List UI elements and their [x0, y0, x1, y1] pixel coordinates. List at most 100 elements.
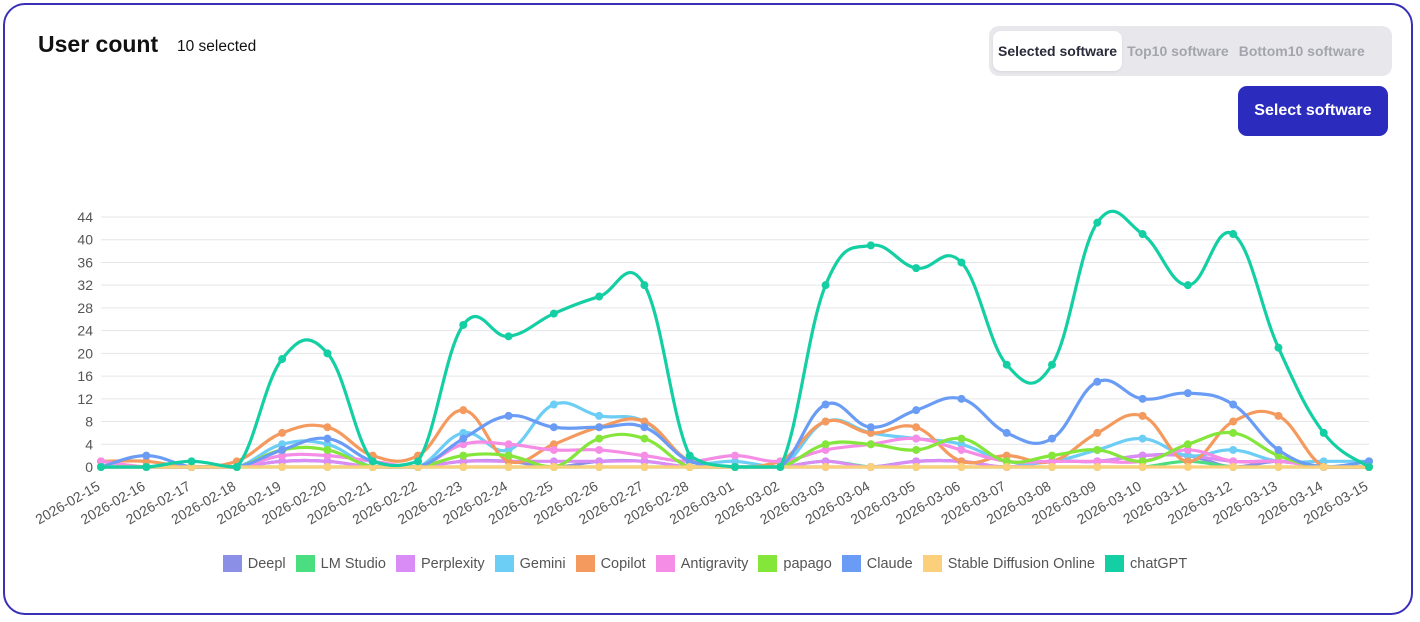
y-tick-label: 44	[77, 209, 93, 225]
legend-swatch	[575, 555, 595, 572]
data-point-papago	[912, 445, 921, 454]
data-point-claude	[595, 423, 604, 432]
legend-item-claude[interactable]: Claude	[841, 555, 913, 572]
data-point-gemini	[549, 400, 558, 409]
data-point-papago	[459, 451, 468, 460]
legend-item-stable-diffusion-online[interactable]: Stable Diffusion Online	[922, 555, 1095, 572]
legend-item-antigravity[interactable]: Antigravity	[655, 555, 749, 572]
data-point-claude	[866, 423, 875, 432]
legend-label: Perplexity	[420, 555, 485, 572]
data-point-antigravity	[549, 445, 558, 454]
data-point-gemini	[459, 428, 468, 437]
data-point-chatgpt	[1048, 360, 1056, 369]
data-point-chatgpt	[1365, 463, 1373, 471]
data-point-stable-diffusion-online	[1229, 463, 1238, 471]
legend-swatch	[922, 555, 942, 572]
page-title: User count	[38, 31, 159, 57]
legend-item-papago[interactable]: papago	[758, 555, 832, 572]
data-point-stable-diffusion-online	[866, 463, 875, 471]
user-count-line-chart: 0481216202428323640442026-02-152026-02-1…	[32, 209, 1373, 527]
data-point-stable-diffusion-online	[957, 463, 966, 471]
data-point-antigravity	[731, 451, 739, 460]
software-filter-tabs: Selected software Top10 software Bottom1…	[989, 26, 1392, 76]
data-point-stable-diffusion-online	[504, 463, 513, 471]
legend-label: Gemini	[519, 555, 566, 572]
tab-top10-software[interactable]: Top10 software	[1127, 43, 1229, 59]
y-tick-label: 24	[77, 323, 93, 339]
data-point-chatgpt	[187, 457, 196, 466]
data-point-perplexity	[549, 457, 558, 466]
data-point-papago	[957, 434, 966, 443]
legend-swatch	[222, 555, 242, 572]
data-point-claude	[957, 394, 966, 403]
y-tick-label: 36	[77, 254, 93, 270]
data-point-stable-diffusion-online	[595, 463, 604, 471]
legend-swatch	[494, 555, 514, 572]
legend-item-perplexity[interactable]: Perplexity	[395, 555, 485, 572]
data-point-antigravity	[459, 440, 468, 449]
legend-label: Copilot	[600, 555, 646, 572]
data-point-chatgpt	[278, 355, 287, 364]
legend-item-copilot[interactable]: Copilot	[575, 555, 646, 572]
legend-swatch	[841, 555, 861, 572]
data-point-chatgpt	[323, 349, 332, 358]
data-point-stable-diffusion-online	[549, 463, 558, 471]
data-point-stable-diffusion-online	[685, 463, 694, 471]
data-point-claude	[912, 406, 921, 415]
tab-bottom10-software[interactable]: Bottom10 software	[1238, 43, 1365, 59]
data-point-stable-diffusion-online	[1319, 463, 1328, 471]
select-software-button[interactable]: Select software	[1238, 86, 1388, 136]
data-point-claude	[549, 423, 558, 432]
data-point-chatgpt	[1274, 343, 1283, 352]
data-point-chatgpt	[504, 332, 513, 341]
data-point-gemini	[731, 457, 739, 466]
legend-item-chatgpt[interactable]: chatGPT	[1105, 555, 1187, 572]
data-point-stable-diffusion-online	[368, 463, 377, 471]
data-point-claude	[685, 457, 694, 466]
data-point-antigravity	[323, 451, 332, 460]
data-point-perplexity	[459, 457, 468, 466]
user-count-card: User count 10 selected Selected software…	[3, 3, 1413, 615]
legend-item-lm-studio[interactable]: LM Studio	[295, 555, 386, 572]
data-point-chatgpt	[957, 258, 966, 267]
data-point-gemini	[1183, 451, 1192, 460]
data-point-perplexity	[595, 457, 604, 466]
data-point-claude	[1048, 434, 1056, 443]
data-point-stable-diffusion-online	[187, 463, 196, 471]
legend-item-deepl[interactable]: Deepl	[222, 555, 286, 572]
data-point-stable-diffusion-online	[1048, 463, 1056, 471]
data-point-gemini	[595, 411, 604, 420]
data-point-chatgpt	[414, 457, 422, 466]
legend-label: Deepl	[247, 555, 286, 572]
data-point-papago	[640, 434, 649, 443]
data-point-stable-diffusion-online	[1093, 463, 1102, 471]
data-point-claude	[1183, 389, 1192, 398]
data-point-claude	[459, 434, 468, 443]
data-point-antigravity	[1183, 445, 1192, 454]
legend-item-gemini[interactable]: Gemini	[494, 555, 566, 572]
data-point-copilot	[504, 457, 513, 466]
data-point-chatgpt	[731, 463, 739, 471]
data-point-chatgpt	[595, 292, 604, 301]
y-tick-label: 20	[77, 345, 93, 361]
data-point-chatgpt	[1138, 230, 1147, 239]
data-point-antigravity	[1093, 457, 1102, 466]
data-point-claude	[142, 451, 151, 460]
data-point-stable-diffusion-online	[1138, 463, 1147, 471]
data-point-chatgpt	[821, 281, 830, 290]
data-point-chatgpt	[912, 264, 921, 273]
tab-selected-software[interactable]: Selected software	[993, 31, 1123, 71]
data-point-antigravity	[278, 451, 287, 460]
data-point-claude	[1229, 400, 1238, 409]
data-point-perplexity	[1138, 451, 1147, 460]
legend-label: papago	[783, 555, 832, 572]
legend-label: Antigravity	[680, 555, 749, 572]
data-point-papago	[1274, 451, 1283, 460]
data-point-papago	[595, 434, 604, 443]
legend-swatch	[1105, 555, 1124, 572]
legend-swatch	[758, 555, 778, 572]
data-point-claude	[504, 411, 513, 420]
data-point-papago	[866, 440, 875, 449]
data-point-copilot	[459, 406, 468, 415]
data-point-claude	[821, 400, 830, 409]
